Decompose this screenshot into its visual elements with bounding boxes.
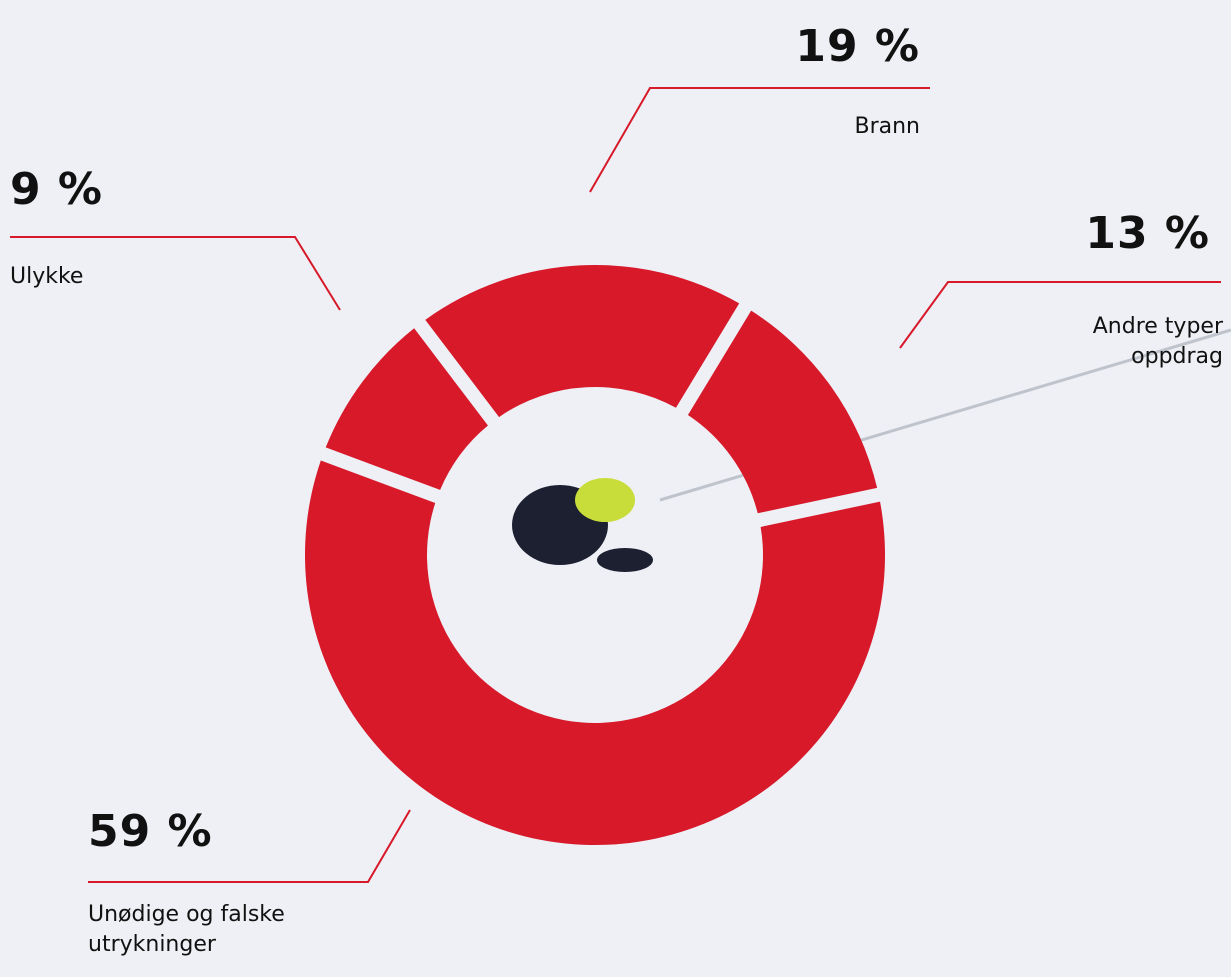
- category-label: Ulykke: [10, 262, 210, 292]
- category-label: Andre typer oppdrag: [1023, 312, 1223, 372]
- donut: [305, 265, 885, 845]
- page: {"chart_data": {"type": "donut", "catego…: [0, 0, 1231, 977]
- value-label: 9 %: [10, 168, 103, 212]
- category-label: Unødige og falske utrykninger: [88, 900, 348, 960]
- value-label: 13 %: [1085, 212, 1210, 256]
- donut-segment: [425, 265, 739, 417]
- value-label: 19 %: [795, 25, 920, 69]
- value-label: 59 %: [88, 810, 213, 854]
- category-label: Brann: [720, 112, 920, 142]
